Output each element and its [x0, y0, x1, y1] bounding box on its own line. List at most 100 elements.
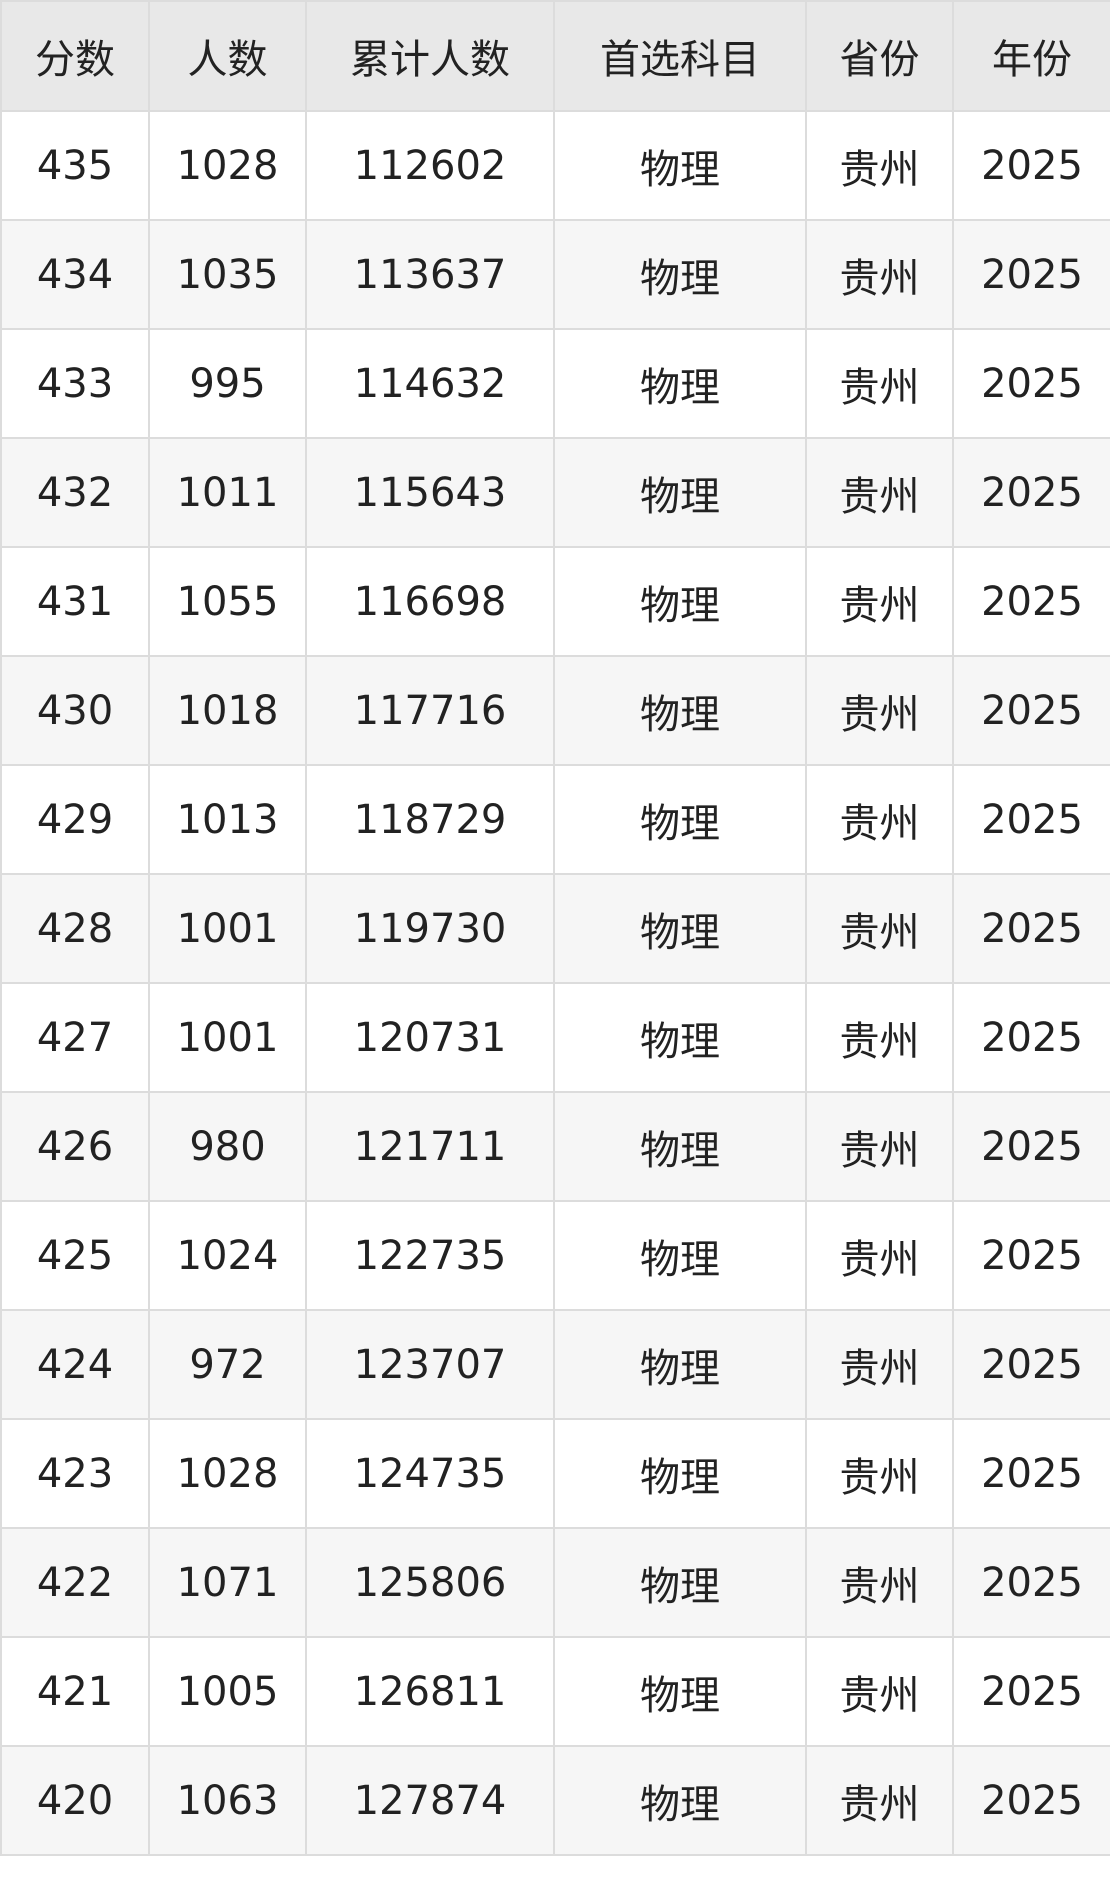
table-body: 435 1028 112602 物理 贵州 2025 434 1035 113637 物理 贵州 20…: [0, 110, 1110, 1856]
table-row: 431 1055 116698 物理 贵州 2025: [0, 546, 1110, 657]
cell-year: 2025: [952, 1418, 1110, 1529]
table-row: 420 1063 127874 物理 贵州 2025: [0, 1745, 1110, 1856]
column-header-count: 人数: [148, 0, 307, 112]
cell-score: 435: [0, 110, 150, 221]
cell-score: 434: [0, 219, 150, 330]
cell-cumulative-count: 123707: [305, 1309, 555, 1420]
cell-count: 1001: [148, 873, 307, 984]
cell-year: 2025: [952, 1091, 1110, 1202]
cell-province: 贵州: [805, 982, 954, 1093]
cell-score: 422: [0, 1527, 150, 1638]
cell-province: 贵州: [805, 437, 954, 548]
cell-province: 贵州: [805, 873, 954, 984]
cell-cumulative-count: 121711: [305, 1091, 555, 1202]
table-row: 428 1001 119730 物理 贵州 2025: [0, 873, 1110, 984]
cell-cumulative-count: 125806: [305, 1527, 555, 1638]
table-row: 423 1028 124735 物理 贵州 2025: [0, 1418, 1110, 1529]
cell-year: 2025: [952, 437, 1110, 548]
cell-province: 贵州: [805, 1745, 954, 1856]
cell-cumulative-count: 116698: [305, 546, 555, 657]
column-header-year: 年份: [952, 0, 1110, 112]
cell-subject: 物理: [553, 764, 807, 875]
table-row: 427 1001 120731 物理 贵州 2025: [0, 982, 1110, 1093]
cell-year: 2025: [952, 328, 1110, 439]
cell-cumulative-count: 124735: [305, 1418, 555, 1529]
cell-score: 424: [0, 1309, 150, 1420]
cell-year: 2025: [952, 1200, 1110, 1311]
cell-subject: 物理: [553, 1200, 807, 1311]
cell-year: 2025: [952, 873, 1110, 984]
cell-subject: 物理: [553, 873, 807, 984]
cell-year: 2025: [952, 1309, 1110, 1420]
cell-subject: 物理: [553, 1418, 807, 1529]
column-header-province: 省份: [805, 0, 954, 112]
cell-subject: 物理: [553, 1636, 807, 1747]
cell-subject: 物理: [553, 219, 807, 330]
table-row: 430 1018 117716 物理 贵州 2025: [0, 655, 1110, 766]
cell-subject: 物理: [553, 110, 807, 221]
cell-province: 贵州: [805, 1091, 954, 1202]
table-row: 422 1071 125806 物理 贵州 2025: [0, 1527, 1110, 1638]
cell-year: 2025: [952, 1636, 1110, 1747]
cell-count: 1005: [148, 1636, 307, 1747]
cell-province: 贵州: [805, 1527, 954, 1638]
cell-count: 995: [148, 328, 307, 439]
cell-year: 2025: [952, 655, 1110, 766]
cell-cumulative-count: 113637: [305, 219, 555, 330]
cell-score: 425: [0, 1200, 150, 1311]
cell-subject: 物理: [553, 437, 807, 548]
cell-subject: 物理: [553, 1309, 807, 1420]
cell-cumulative-count: 115643: [305, 437, 555, 548]
cell-cumulative-count: 112602: [305, 110, 555, 221]
cell-count: 980: [148, 1091, 307, 1202]
cell-count: 1028: [148, 1418, 307, 1529]
cell-year: 2025: [952, 110, 1110, 221]
cell-score: 421: [0, 1636, 150, 1747]
cell-subject: 物理: [553, 1091, 807, 1202]
cell-cumulative-count: 122735: [305, 1200, 555, 1311]
column-header-subject: 首选科目: [553, 0, 807, 112]
cell-province: 贵州: [805, 546, 954, 657]
cell-cumulative-count: 119730: [305, 873, 555, 984]
cell-count: 1063: [148, 1745, 307, 1856]
column-header-score: 分数: [0, 0, 150, 112]
cell-cumulative-count: 127874: [305, 1745, 555, 1856]
cell-count: 1035: [148, 219, 307, 330]
cell-score: 432: [0, 437, 150, 548]
table-row: 432 1011 115643 物理 贵州 2025: [0, 437, 1110, 548]
cell-cumulative-count: 117716: [305, 655, 555, 766]
cell-subject: 物理: [553, 655, 807, 766]
header-row: 分数 人数 累计人数 首选科目 省份 年份: [0, 0, 1110, 112]
cell-count: 972: [148, 1309, 307, 1420]
cell-province: 贵州: [805, 110, 954, 221]
cell-score: 433: [0, 328, 150, 439]
cell-score: 431: [0, 546, 150, 657]
cell-score: 427: [0, 982, 150, 1093]
cell-count: 1028: [148, 110, 307, 221]
cell-subject: 物理: [553, 546, 807, 657]
cell-cumulative-count: 118729: [305, 764, 555, 875]
cell-year: 2025: [952, 982, 1110, 1093]
cell-province: 贵州: [805, 655, 954, 766]
cell-count: 1018: [148, 655, 307, 766]
cell-year: 2025: [952, 764, 1110, 875]
cell-subject: 物理: [553, 1527, 807, 1638]
cell-province: 贵州: [805, 1636, 954, 1747]
cell-province: 贵州: [805, 1309, 954, 1420]
cell-score: 423: [0, 1418, 150, 1529]
cell-count: 1055: [148, 546, 307, 657]
cell-cumulative-count: 126811: [305, 1636, 555, 1747]
table-row: 424 972 123707 物理 贵州 2025: [0, 1309, 1110, 1420]
table-row: 421 1005 126811 物理 贵州 2025: [0, 1636, 1110, 1747]
table-row: 426 980 121711 物理 贵州 2025: [0, 1091, 1110, 1202]
table-row: 435 1028 112602 物理 贵州 2025: [0, 110, 1110, 221]
column-header-cumulative-count: 累计人数: [305, 0, 555, 112]
cell-cumulative-count: 120731: [305, 982, 555, 1093]
table-row: 434 1035 113637 物理 贵州 2025: [0, 219, 1110, 330]
cell-subject: 物理: [553, 1745, 807, 1856]
cell-subject: 物理: [553, 982, 807, 1093]
cell-province: 贵州: [805, 219, 954, 330]
cell-count: 1071: [148, 1527, 307, 1638]
cell-count: 1011: [148, 437, 307, 548]
